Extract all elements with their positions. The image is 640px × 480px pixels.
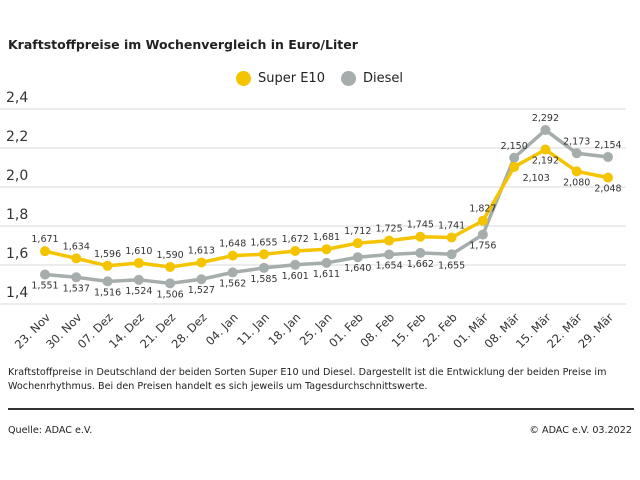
data-point [446, 232, 457, 243]
divider [8, 408, 634, 410]
chart-note: Kraftstoffpreise in Deutschland der beid… [8, 367, 607, 392]
data-label: 1,671 [31, 234, 58, 245]
data-point [133, 274, 144, 285]
legend-label-super-e10: Super E10 [258, 71, 325, 86]
x-tick-label: 28. Dez [169, 310, 210, 351]
data-point [258, 262, 269, 273]
y-tick-label: 1,8 [6, 207, 28, 223]
data-point [509, 152, 520, 163]
data-point [290, 259, 301, 270]
data-label: 1,613 [188, 245, 215, 256]
data-label: 2,192 [532, 156, 559, 167]
y-tick-label: 2,2 [6, 129, 28, 145]
data-label: 1,634 [63, 241, 90, 252]
data-point [165, 278, 176, 289]
legend-label-diesel: Diesel [362, 71, 403, 86]
chart-title: Kraftstoffpreise im Wochenvergleich in E… [8, 37, 358, 52]
x-tick-label: 04. Jan [203, 310, 241, 348]
data-point [352, 252, 363, 263]
data-point [415, 231, 426, 242]
data-point [196, 257, 207, 268]
data-label: 2,154 [594, 140, 621, 151]
data-label: 1,745 [407, 220, 434, 231]
data-point [477, 229, 488, 240]
data-point [384, 249, 395, 260]
data-point [321, 257, 332, 268]
data-point [40, 269, 50, 280]
data-label: 1,712 [344, 226, 371, 237]
y-tick-label: 1,4 [6, 285, 28, 301]
y-tick-label: 1,6 [6, 246, 28, 262]
y-tick-label: 2,0 [6, 168, 28, 184]
data-label: 1,524 [125, 286, 152, 297]
data-point [571, 166, 582, 177]
x-tick-label: 11. Jan [234, 310, 272, 348]
data-label: 2,048 [594, 184, 621, 195]
data-label: 1,725 [375, 224, 402, 235]
data-point [321, 244, 332, 255]
data-point [40, 246, 50, 257]
data-point [384, 235, 395, 246]
data-label: 1,516 [94, 287, 121, 298]
data-point [540, 125, 551, 136]
data-label: 1,655 [438, 260, 465, 271]
data-label: 2,292 [532, 113, 559, 124]
source: Quelle: ADAC e.V. [8, 425, 93, 436]
data-label: 1,506 [157, 289, 184, 300]
data-label: 1,827 [469, 204, 496, 215]
legend-swatch-super-e10 [236, 71, 251, 86]
x-tick-label: 29. Mär [575, 310, 616, 351]
data-label: 1,590 [157, 250, 184, 261]
data-label: 1,756 [469, 241, 496, 252]
data-label: 1,585 [250, 274, 277, 285]
data-point [102, 260, 113, 271]
data-point [571, 148, 582, 159]
legend: Super E10 Diesel [236, 71, 419, 86]
data-point [477, 215, 488, 226]
x-tick-label: 18. Jan [265, 310, 303, 348]
data-point [352, 238, 363, 249]
data-label: 1,562 [219, 278, 246, 289]
data-label: 1,654 [375, 260, 402, 271]
data-point [258, 249, 269, 260]
data-label: 1,681 [313, 232, 340, 243]
data-label: 2,173 [563, 136, 590, 147]
data-label: 1,648 [219, 239, 246, 250]
data-point [133, 258, 144, 269]
data-label: 2,150 [501, 141, 528, 152]
data-point [603, 151, 613, 162]
data-label: 1,640 [344, 263, 371, 274]
data-point [71, 272, 82, 283]
data-label: 1,527 [188, 285, 215, 296]
data-point [165, 261, 176, 272]
data-point [509, 161, 520, 172]
data-point [102, 276, 113, 287]
data-point [540, 144, 551, 155]
data-label: 1,596 [94, 249, 121, 260]
data-point [196, 274, 207, 285]
data-label: 2,103 [523, 173, 550, 184]
data-label: 1,662 [407, 259, 434, 270]
data-label: 1,655 [250, 237, 277, 248]
data-label: 1,551 [31, 281, 58, 292]
data-point [71, 253, 82, 264]
data-point [603, 172, 613, 183]
legend-swatch-diesel [340, 71, 356, 86]
data-label: 1,601 [282, 271, 309, 282]
data-point [227, 267, 238, 278]
data-label: 1,672 [282, 234, 309, 245]
data-point [415, 247, 426, 258]
data-label: 1,610 [125, 246, 152, 257]
data-label: 1,537 [63, 283, 90, 294]
copyright: © ADAC e.V. 03.2022 [529, 425, 632, 436]
y-tick-label: 2,4 [6, 90, 28, 106]
data-point [227, 250, 238, 261]
data-point [290, 245, 301, 256]
data-label: 1,611 [313, 269, 340, 280]
data-point [446, 249, 457, 260]
data-label: 1,741 [438, 221, 465, 232]
data-label: 2,080 [563, 177, 590, 188]
